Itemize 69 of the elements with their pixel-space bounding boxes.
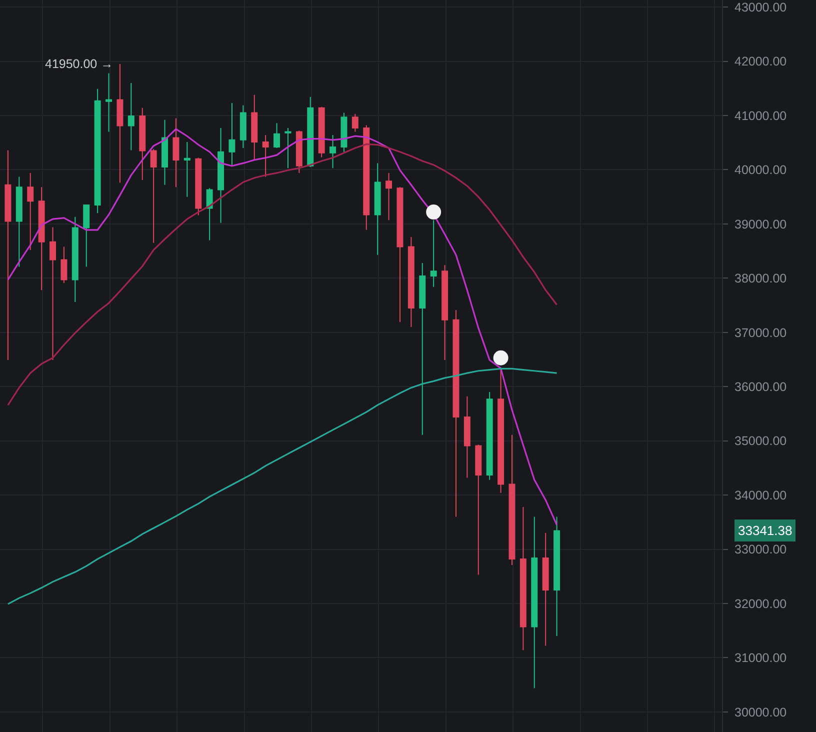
candlestick — [16, 176, 22, 268]
candlestick — [486, 392, 493, 480]
candlestick — [352, 113, 358, 132]
candlestick — [408, 236, 414, 328]
candlestick — [330, 134, 336, 169]
candlestick — [340, 112, 348, 152]
annotation: 41950.00 → — [45, 57, 114, 71]
candlestick — [106, 72, 112, 132]
candlestick — [430, 220, 437, 288]
y-tick-label: 41000.00 — [734, 108, 787, 123]
candlestick — [296, 130, 302, 174]
candlestick — [419, 262, 426, 436]
line-series — [7, 368, 558, 605]
text: 33341.38 — [738, 523, 792, 538]
candlestick — [396, 186, 404, 323]
candlestick — [274, 122, 280, 149]
line-series — [7, 128, 558, 526]
candlestick — [442, 264, 448, 361]
y-tick-label: 32000.00 — [734, 596, 787, 611]
y-tick-label: 33000.00 — [734, 542, 787, 557]
candlestick — [542, 532, 549, 646]
y-tick-label: 30000.00 — [734, 705, 787, 720]
candlestick — [374, 162, 381, 256]
candlestick — [284, 127, 292, 169]
candlestick — [195, 157, 202, 216]
candlestick — [4, 150, 12, 361]
candlestick — [94, 88, 101, 214]
candlestick — [128, 82, 134, 151]
candlestick — [116, 63, 124, 184]
candlestick — [60, 246, 68, 284]
candlestick — [206, 188, 213, 241]
candlestick — [184, 142, 190, 198]
y-tick-label: 35000.00 — [734, 434, 787, 448]
candlestick — [83, 204, 90, 268]
y-tick-label: 34000.00 — [734, 488, 787, 502]
candlestick — [27, 172, 34, 250]
candlestick — [240, 104, 246, 149]
candlestick — [452, 310, 460, 518]
line-series — [7, 143, 558, 406]
candlestick — [38, 186, 45, 291]
candlestick — [307, 96, 314, 168]
candlestick — [508, 434, 516, 566]
candlestick — [150, 148, 157, 244]
y-tick-label: 43000.00 — [734, 0, 787, 14]
candlestick — [218, 127, 224, 224]
candlestick — [228, 102, 236, 166]
candlestick — [50, 226, 56, 361]
candlestick — [162, 119, 168, 186]
candlestick — [386, 172, 392, 221]
candlestick — [464, 396, 470, 478]
candlestick — [475, 444, 482, 576]
candlestick — [498, 369, 504, 494]
candlestick — [72, 216, 78, 303]
y-tick-label: 42000.00 — [734, 54, 787, 69]
candlestick — [520, 506, 526, 651]
y-tick-label: 36000.00 — [734, 380, 787, 394]
candlestick — [262, 134, 269, 178]
y-tick-label: 31000.00 — [734, 651, 787, 666]
y-tick-label: 39000.00 — [734, 217, 787, 232]
candlestick — [318, 106, 325, 158]
candlestick — [172, 118, 180, 188]
candlestick — [554, 516, 560, 637]
candlestick — [139, 107, 146, 181]
y-tick-label: 37000.00 — [734, 326, 787, 340]
candlestick — [251, 94, 258, 160]
candlestick — [531, 516, 538, 689]
y-tick-label: 40000.00 — [734, 163, 787, 178]
candlestick — [363, 124, 370, 230]
y-tick-label: 38000.00 — [734, 272, 787, 286]
